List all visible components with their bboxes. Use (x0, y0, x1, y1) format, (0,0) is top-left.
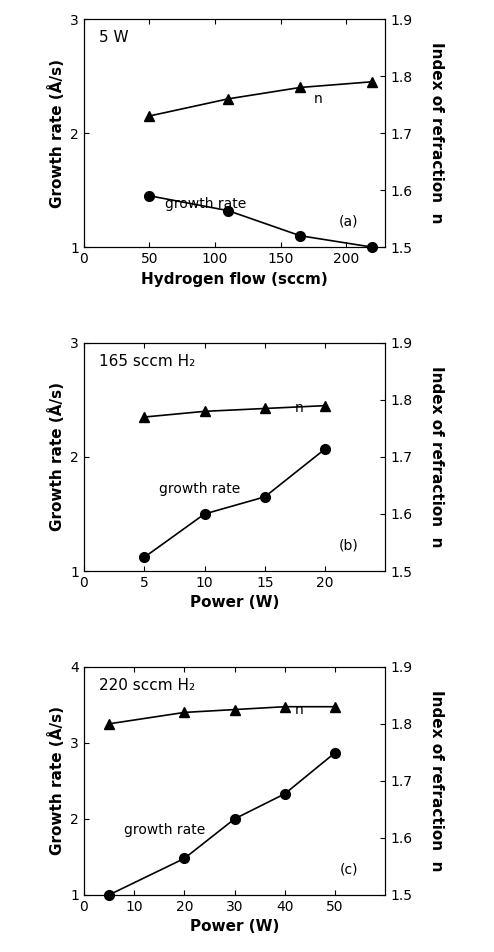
Text: n: n (295, 703, 304, 717)
Y-axis label: Index of refraction  n: Index of refraction n (429, 690, 444, 872)
X-axis label: Power (W): Power (W) (190, 920, 279, 934)
Text: 220 sccm H₂: 220 sccm H₂ (99, 678, 195, 693)
Y-axis label: Index of refraction  n: Index of refraction n (429, 367, 444, 547)
Text: growth rate: growth rate (159, 482, 240, 496)
Text: growth rate: growth rate (165, 197, 247, 210)
Text: (a): (a) (339, 215, 358, 228)
Text: n: n (295, 402, 304, 415)
Y-axis label: Growth rate (Å/s): Growth rate (Å/s) (48, 59, 65, 208)
Text: (b): (b) (338, 539, 358, 553)
X-axis label: Power (W): Power (W) (190, 595, 279, 610)
Text: growth rate: growth rate (124, 823, 206, 837)
Text: 5 W: 5 W (99, 30, 128, 46)
Y-axis label: Index of refraction  n: Index of refraction n (429, 42, 444, 224)
Text: (c): (c) (340, 863, 358, 877)
Y-axis label: Growth rate (Å/s): Growth rate (Å/s) (48, 383, 65, 531)
X-axis label: Hydrogen flow (sccm): Hydrogen flow (sccm) (141, 271, 328, 287)
Y-axis label: Growth rate (Å/s): Growth rate (Å/s) (48, 706, 65, 855)
Text: 165 sccm H₂: 165 sccm H₂ (99, 354, 195, 369)
Text: n: n (313, 92, 322, 106)
